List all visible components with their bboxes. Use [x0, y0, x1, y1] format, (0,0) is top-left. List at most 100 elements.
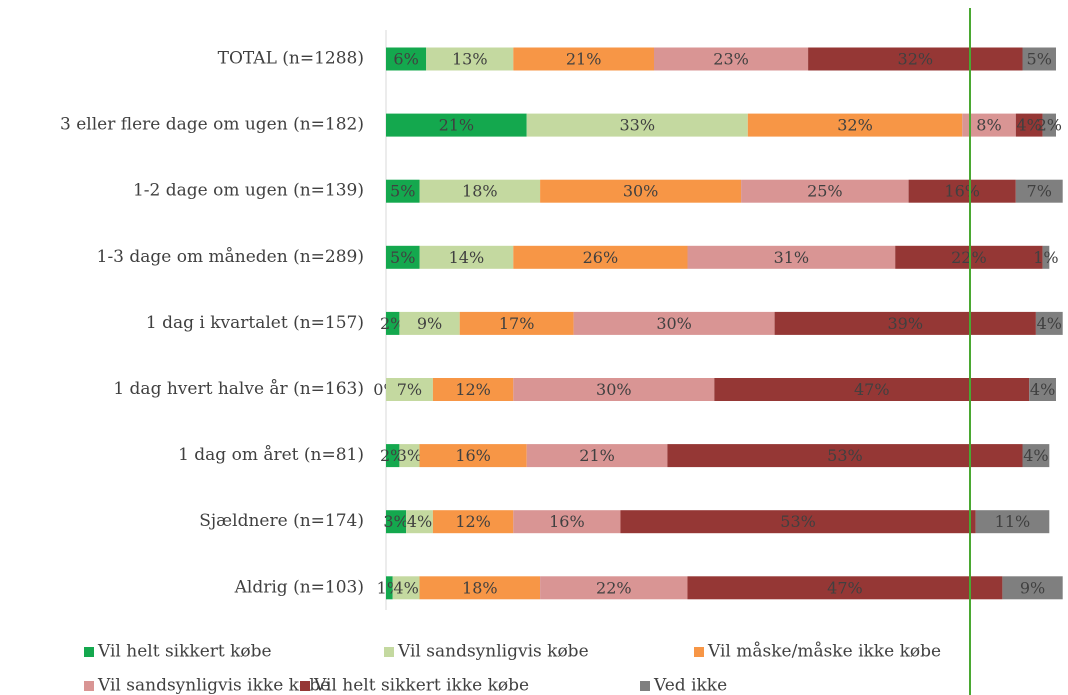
bar-segment	[419, 179, 541, 203]
bar-segment	[386, 444, 400, 468]
category-label: 1-2 dage om ugen (n=139)	[133, 181, 364, 201]
legend-swatch	[84, 681, 94, 691]
bar-segment	[962, 113, 1016, 137]
value-label: 16%	[455, 446, 491, 465]
legend-swatch	[300, 681, 310, 691]
value-label: 12%	[455, 512, 491, 531]
value-label: 5%	[390, 248, 415, 267]
legend-swatch	[84, 647, 94, 657]
bar-segment	[741, 179, 909, 203]
value-label: 11%	[995, 512, 1031, 531]
category-label: Sjældnere (n=174)	[199, 511, 364, 531]
value-label: 4%	[1023, 446, 1048, 465]
bar-segment	[1022, 47, 1056, 71]
value-label: 32%	[898, 50, 934, 69]
bar-segment	[620, 510, 976, 534]
bar-segment	[1015, 113, 1043, 137]
value-label: 22%	[596, 578, 632, 597]
value-label: 4%	[393, 578, 418, 597]
category-label: 1 dag om året (n=81)	[178, 445, 364, 465]
bar-segment	[667, 444, 1023, 468]
bar-segment	[714, 378, 1030, 401]
legend-label: Vil måske/måske ikke købe	[707, 642, 941, 662]
category-label: TOTAL (n=1288)	[218, 49, 364, 69]
bar-segment	[386, 47, 427, 71]
bar-segment	[386, 378, 433, 401]
bar-segment	[1029, 378, 1056, 401]
bar-segment	[392, 576, 420, 600]
value-label: 26%	[583, 248, 619, 267]
category-label: Aldrig (n=103)	[234, 577, 364, 597]
bar-segment	[419, 444, 527, 468]
value-label: 23%	[713, 50, 749, 69]
bar-segment	[406, 510, 433, 534]
value-label: 14%	[449, 248, 485, 267]
value-label: 7%	[397, 380, 422, 399]
bar-segment	[386, 510, 407, 534]
bar-segment	[573, 311, 775, 335]
bar-segment	[419, 245, 514, 269]
value-label: 13%	[452, 50, 488, 69]
bar-segment	[459, 311, 574, 335]
value-label: 7%	[1027, 182, 1052, 201]
bar-segment	[1042, 245, 1050, 269]
bar-segment	[399, 311, 460, 335]
bar-segment	[895, 245, 1043, 269]
legend-label: Vil sandsynligvis ikke købe	[97, 676, 330, 695]
value-label: 5%	[1027, 50, 1052, 69]
bar-segment	[419, 576, 541, 600]
bar-segment	[747, 113, 963, 137]
bar-segment	[513, 245, 688, 269]
value-label: 9%	[1020, 578, 1045, 597]
value-label: 47%	[854, 380, 890, 399]
value-label: 4%	[1030, 380, 1055, 399]
value-label: 2%	[380, 446, 405, 465]
value-label: 21%	[439, 116, 475, 135]
category-label: 3 eller flere dage om ugen (n=182)	[60, 115, 364, 135]
legend-label: Vil helt sikkert ikke købe	[313, 676, 529, 695]
legend-label: Vil sandsynligvis købe	[397, 642, 589, 662]
legend-label: Vil helt sikkert købe	[97, 642, 272, 662]
bar-segment	[386, 113, 527, 137]
value-label: 6%	[393, 50, 418, 69]
value-label: 30%	[623, 182, 659, 201]
value-label: 2%	[380, 314, 405, 333]
value-label: 21%	[579, 446, 615, 465]
bar-segment	[808, 47, 1023, 71]
value-label: 18%	[462, 182, 498, 201]
legend-swatch	[694, 647, 704, 657]
value-label: 3%	[383, 512, 408, 531]
bar-segment	[513, 510, 621, 534]
bar-segment	[1035, 311, 1063, 335]
value-label: 9%	[417, 314, 442, 333]
bar-segment	[687, 245, 896, 269]
bar-segment	[426, 47, 514, 71]
bar-segment	[540, 179, 742, 203]
value-label: 16%	[944, 182, 980, 201]
bar-segment	[399, 444, 420, 468]
bar-segment	[1015, 179, 1063, 203]
value-label: 39%	[887, 314, 923, 333]
bar-segment	[386, 179, 420, 203]
value-label: 2%	[1037, 116, 1062, 135]
bar-segment	[386, 311, 400, 335]
bar-segment	[687, 576, 1003, 600]
value-label: 53%	[827, 446, 863, 465]
category-label: 1-3 dage om måneden (n=289)	[97, 247, 364, 267]
bar-segment	[513, 47, 654, 71]
bar-segment	[1002, 576, 1063, 600]
value-label: 3%	[397, 446, 422, 465]
bar-segment	[1022, 444, 1050, 468]
value-label: 1%	[1033, 248, 1058, 267]
value-label: 33%	[619, 116, 655, 135]
value-label: 4%	[1017, 116, 1042, 135]
category-label: 1 dag i kvartalet (n=157)	[146, 313, 364, 333]
value-label: 18%	[462, 578, 498, 597]
value-label: 47%	[827, 578, 863, 597]
value-label: 5%	[390, 182, 415, 201]
category-label: 1 dag hvert halve år (n=163)	[113, 379, 364, 399]
legend-swatch	[384, 647, 394, 657]
legend-label: Ved ikke	[653, 676, 727, 695]
value-label: 21%	[566, 50, 602, 69]
